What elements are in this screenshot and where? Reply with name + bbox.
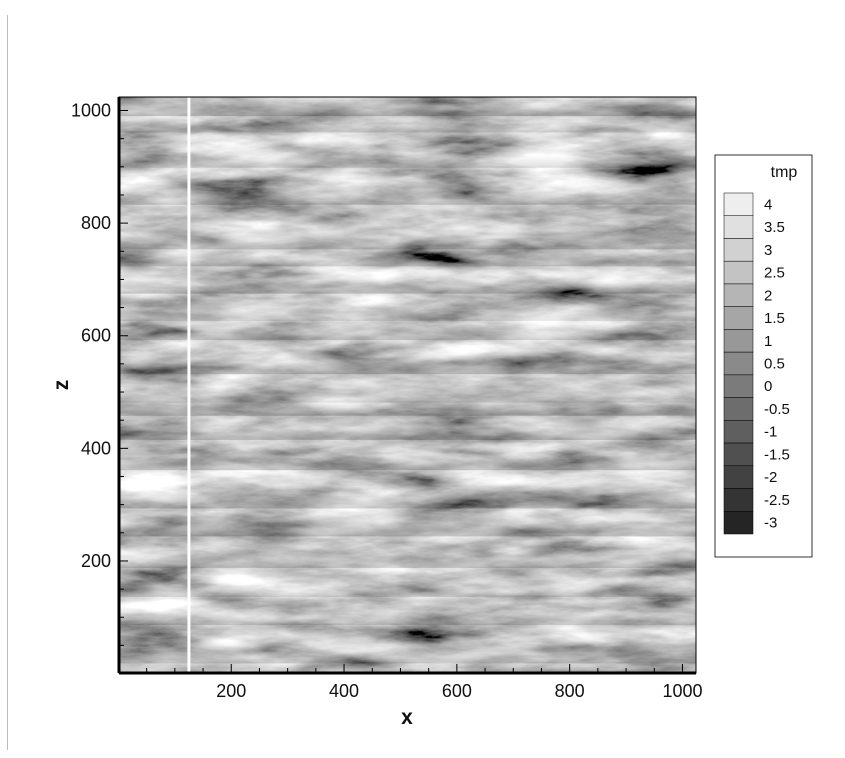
colorbar-swatch: [723, 397, 754, 421]
colorbar-swatch: [723, 192, 754, 216]
colorbar-level-label: 4: [764, 196, 772, 213]
colorbar-level-label: 3: [764, 242, 772, 259]
colorbar-swatch: [723, 442, 754, 467]
colorbar-level-label: 3.5: [764, 219, 785, 236]
colorbar-swatch: [723, 374, 754, 398]
colorbar-labels: 4 3.5 3 2.5 2 1.5 1 0.5 0 -0.5 -1 -1.5 -2 -2.5 -3: [764, 196, 790, 531]
x-tick-label: 400: [329, 681, 359, 701]
colorbar-level-label: 1.5: [764, 310, 785, 327]
colorbar-swatch: [723, 465, 754, 489]
x-axis-label: x: [401, 706, 413, 729]
y-tick-label: 1000: [71, 101, 111, 121]
colorbar-level-label: -2.5: [764, 492, 790, 509]
y-axis-ticks: 200 400 600 800 1000: [71, 101, 128, 646]
x-tick-label: 200: [216, 681, 246, 701]
colorbar-swatch: [723, 306, 754, 330]
x-axis-ticks: 200 400 600 800 1000: [146, 664, 702, 701]
page-left-border: [7, 15, 8, 750]
colorbar-level-label: 2.5: [764, 265, 785, 282]
y-tick-label: 800: [81, 213, 111, 233]
colorbar-swatch: [723, 238, 754, 262]
colorbar-level-label: 1: [764, 333, 772, 350]
field-bands: [119, 97, 696, 673]
colorbar-swatch: [723, 260, 754, 285]
temperature-field: [119, 97, 696, 673]
colorbar-level-label: -1: [764, 424, 777, 441]
colorbar-swatch: [723, 283, 754, 307]
colorbar-level-label: -1.5: [764, 446, 790, 463]
colorbar-level-label: -0.5: [764, 401, 790, 418]
colorbar-level-label: 0: [764, 378, 772, 395]
y-tick-label: 200: [81, 551, 111, 571]
colorbar-swatch: [723, 351, 754, 376]
x-tick-label: 600: [442, 681, 472, 701]
colorbar-level-label: 0.5: [764, 356, 785, 373]
colorbar-swatch: [723, 329, 754, 353]
y-tick-label: 400: [81, 438, 111, 458]
colorbar-swatches: [723, 192, 754, 535]
x-tick-label: 800: [555, 681, 585, 701]
colorbar-level-label: 2: [764, 287, 772, 304]
colorbar-swatch: [723, 511, 754, 535]
y-axis-label: z: [50, 380, 73, 391]
colorbar-swatch: [723, 488, 754, 512]
colorbar-swatch: [723, 215, 754, 239]
legend-title: tmp: [771, 164, 798, 181]
x-tick-label: 1000: [662, 681, 702, 701]
colorbar-swatch: [723, 420, 754, 444]
colorbar-legend: tmp 4 3.5 3 2.5 2 1.5 1 0.5 0 -0.5 -1 -1.5 -2 -2.5 -3: [714, 154, 813, 558]
colorbar-level-label: -2: [764, 469, 777, 486]
y-tick-label: 600: [81, 326, 111, 346]
colorbar-level-label: -3: [764, 515, 777, 532]
